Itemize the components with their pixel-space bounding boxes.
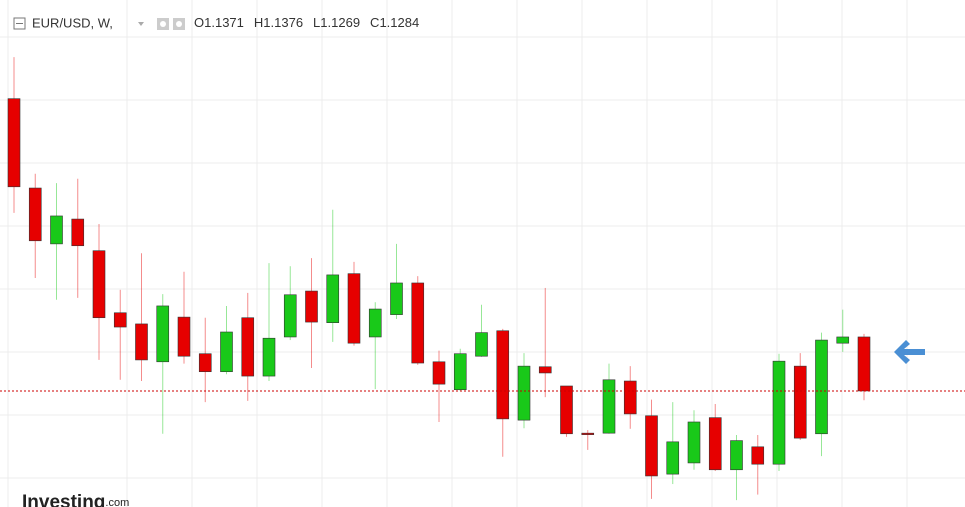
candle-body (538, 366, 552, 374)
candle-body (198, 353, 212, 373)
candle-body (283, 294, 297, 338)
candle-body (347, 273, 361, 344)
candle-body (857, 336, 871, 392)
candle-body (496, 330, 510, 420)
candle-body (326, 274, 340, 323)
candle-body (177, 316, 191, 357)
candle-body (602, 379, 616, 434)
candle-body (836, 336, 850, 344)
candle-body (645, 415, 658, 477)
watermark: Investing.com (22, 492, 129, 507)
candle-body (135, 323, 148, 361)
candle-body (220, 331, 233, 373)
candles (0, 57, 965, 501)
ohlc-label: C (370, 15, 379, 30)
icon-dot (160, 21, 166, 27)
candle-body (390, 282, 403, 315)
candle-body (772, 360, 786, 465)
candle-body (432, 361, 446, 385)
candle-body (581, 432, 595, 435)
ohlc-value: 1.1269 (320, 15, 360, 30)
candle-body (751, 446, 765, 465)
candle-body (793, 365, 807, 439)
price-arrow (894, 340, 925, 364)
ohlc-value: 1.1284 (379, 15, 419, 30)
candle-body (368, 308, 382, 338)
watermark-text: Investing (22, 492, 105, 507)
candle-body (411, 282, 425, 364)
candle-body (623, 380, 637, 415)
symbol: EUR/USD, W, (32, 15, 113, 30)
candle-body (687, 421, 701, 464)
candle-body (475, 332, 488, 357)
candle-body (517, 365, 531, 421)
candle-body (262, 337, 276, 377)
ohlc-value: 1.1371 (204, 15, 244, 30)
candle-body (730, 440, 743, 471)
candle-body (156, 305, 170, 363)
candle-body (815, 339, 828, 435)
dropdown-icon[interactable] (138, 22, 144, 26)
candle-body (28, 187, 42, 242)
ohlc-label: O (194, 15, 204, 30)
candle-body (708, 417, 722, 471)
ohlc-label: L (313, 15, 320, 30)
icon-dot (176, 21, 182, 27)
candle-body (113, 312, 127, 328)
header: EUR/USD, W, O1.1371 H1.1376 L1.1269 C1.1284 (13, 15, 419, 30)
candle-body (92, 250, 106, 319)
candle-body (7, 98, 21, 188)
ohlc-label: H (254, 15, 263, 30)
candle-body (453, 353, 467, 391)
candle-body (560, 385, 573, 435)
candle-body (241, 317, 255, 377)
watermark-suffix: .com (105, 497, 129, 507)
candle-body (71, 218, 85, 247)
ohlc-readout: O1.1371 H1.1376 L1.1269 C1.1284 (194, 15, 419, 30)
candle-body (666, 441, 680, 475)
ohlc-value: 1.1376 (263, 15, 303, 30)
candle-body (305, 290, 318, 323)
candle-body (50, 215, 63, 245)
